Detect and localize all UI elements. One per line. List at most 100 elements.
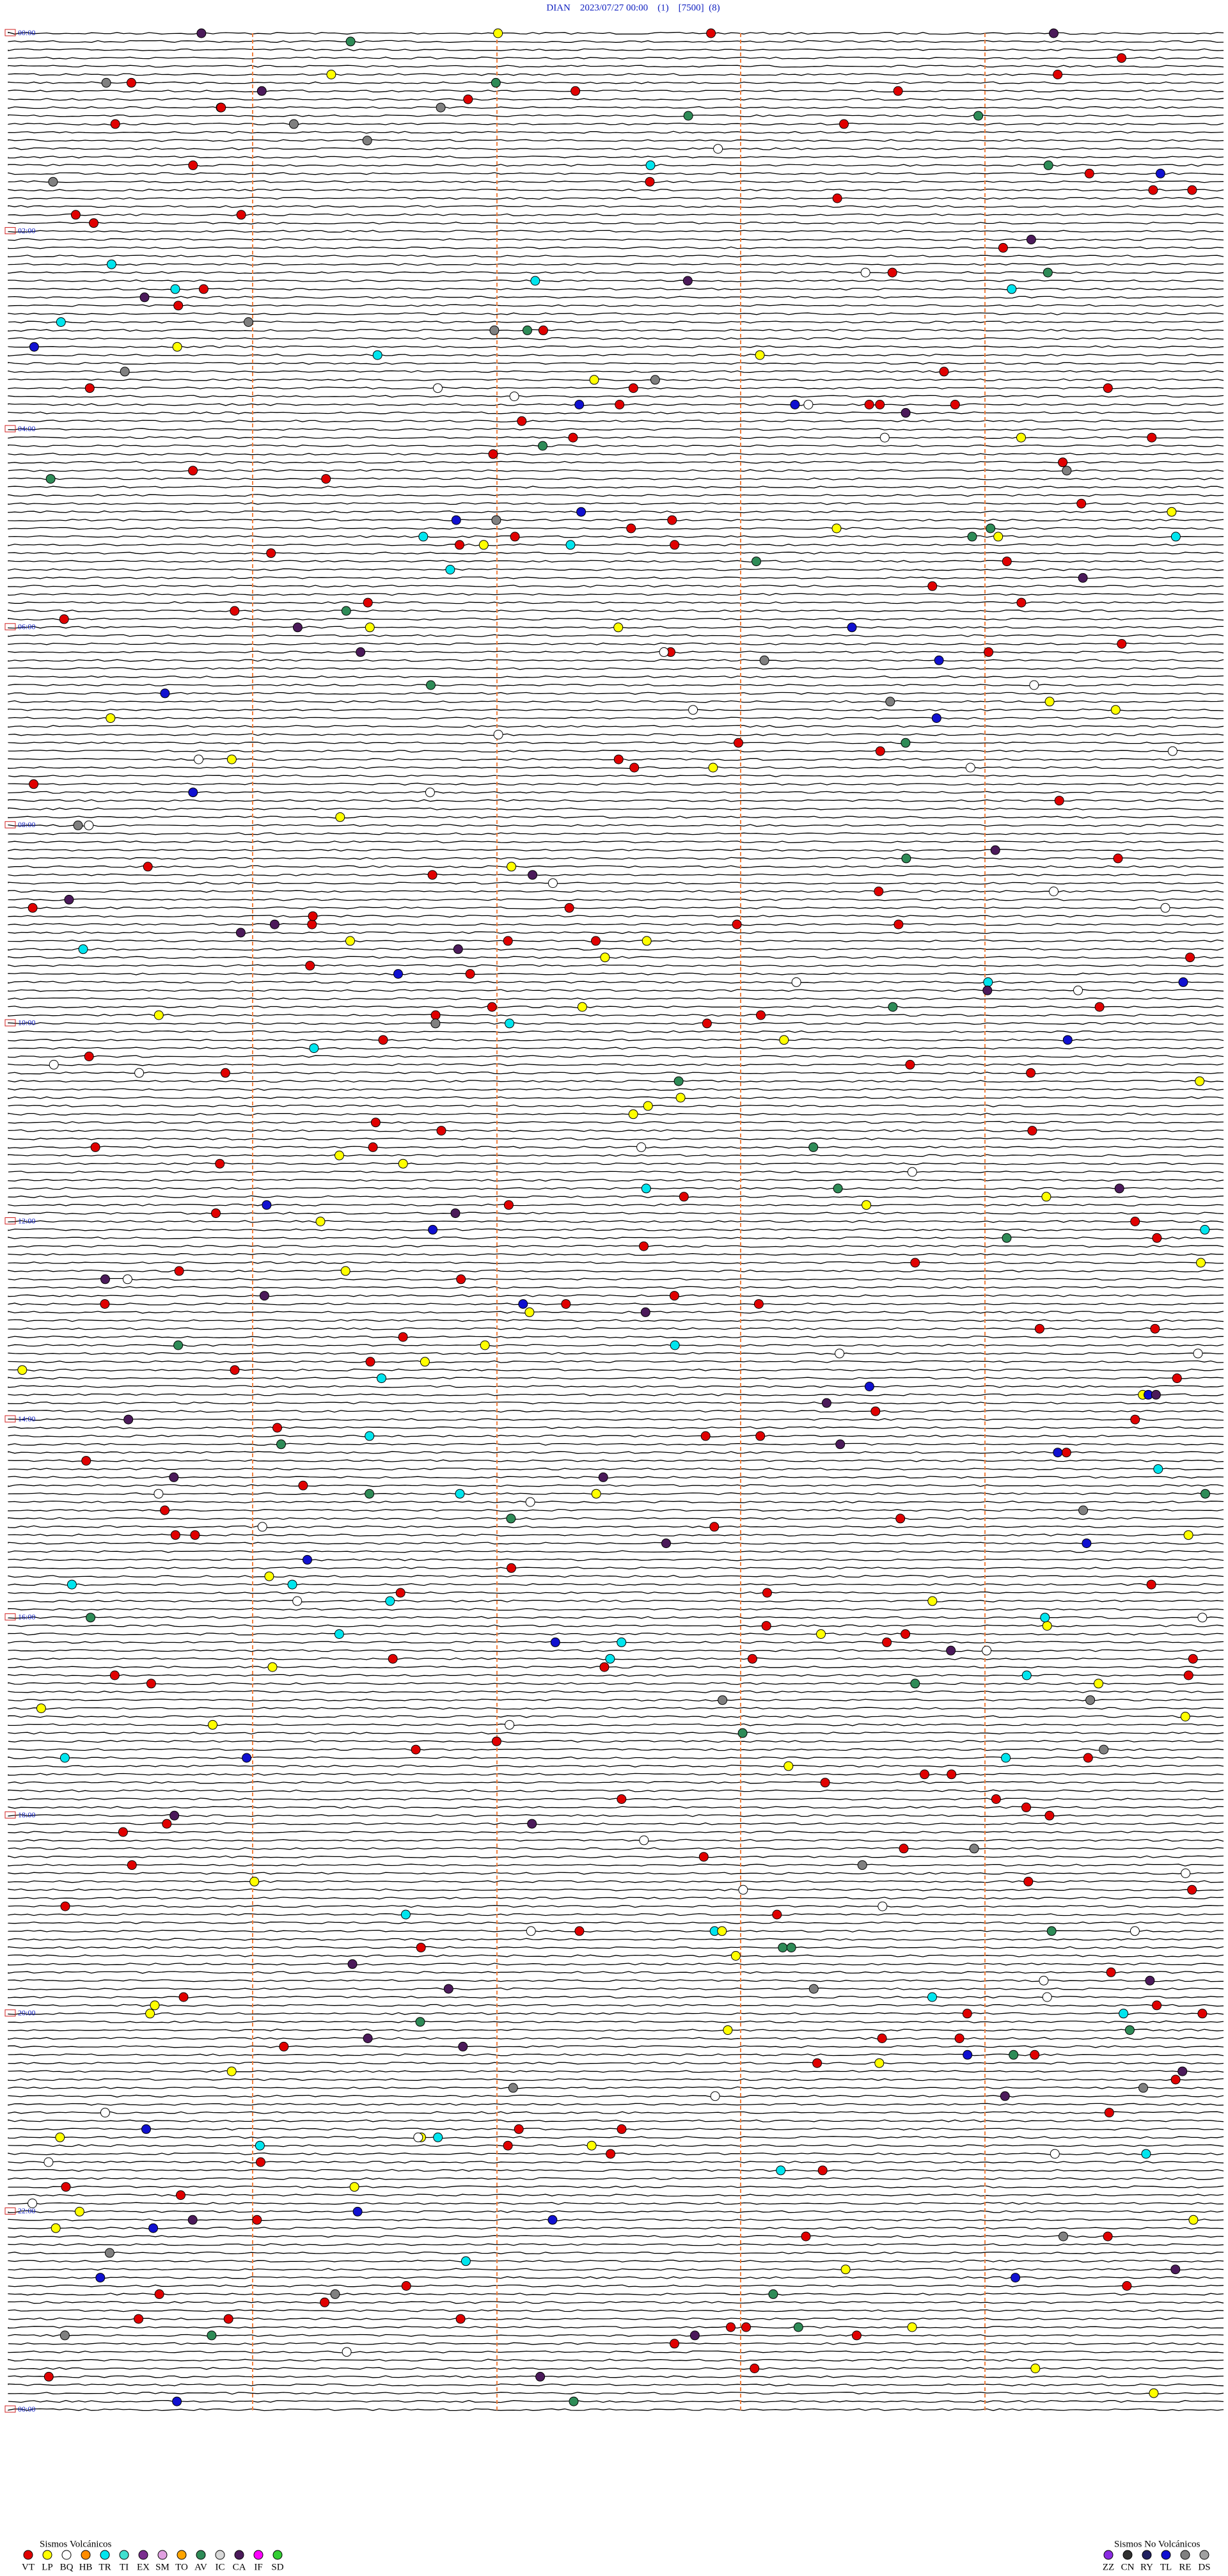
trace	[8, 832, 1224, 835]
event-marker	[480, 1340, 490, 1350]
event-marker	[326, 70, 336, 79]
event-marker	[230, 606, 240, 616]
trace	[8, 931, 1224, 935]
event-marker	[507, 1563, 516, 1573]
event-marker	[1197, 2009, 1208, 2019]
event-marker	[1187, 185, 1197, 195]
trace	[8, 1748, 1224, 1751]
event-marker	[639, 1241, 649, 1251]
event-marker	[120, 367, 130, 377]
event-marker	[1146, 1579, 1156, 1590]
hour-labels: 00:00 02:00 04:00 06:00 08:00 10:00 12:00 14:00…	[4, 28, 35, 2414]
trace	[8, 1286, 1224, 1289]
event-marker	[445, 565, 455, 574]
event-marker	[1023, 1876, 1034, 1886]
event-marker	[413, 2132, 423, 2142]
event-marker	[1170, 532, 1181, 542]
trace	[8, 782, 1224, 786]
trace	[8, 2359, 1224, 2362]
trace	[8, 626, 1224, 629]
event-marker	[172, 2396, 182, 2406]
trace	[8, 1104, 1224, 1108]
event-marker	[967, 532, 977, 542]
legend-code: VT	[22, 2562, 35, 2572]
hour-label: 04:00	[18, 424, 35, 433]
trace	[8, 2367, 1224, 2370]
trace	[8, 1929, 1224, 1932]
trace	[8, 370, 1224, 374]
trace	[8, 2160, 1224, 2164]
event-marker	[870, 1406, 881, 1416]
legend-code: CN	[1121, 2562, 1135, 2572]
event-marker	[455, 540, 464, 550]
trace	[8, 617, 1224, 620]
event-marker	[287, 1579, 297, 1590]
event-marker	[670, 540, 680, 550]
trace	[8, 2086, 1224, 2090]
event-marker	[162, 1819, 172, 1829]
event-marker	[874, 2058, 885, 2068]
event-marker	[1150, 1324, 1160, 1334]
event-marker	[1049, 28, 1059, 38]
trace	[8, 205, 1224, 209]
event-marker	[905, 1059, 915, 1070]
event-marker	[538, 325, 548, 335]
event-marker	[1117, 639, 1127, 649]
trace	[8, 1261, 1224, 1265]
event-marker	[173, 1340, 184, 1350]
event-marker	[81, 1456, 91, 1466]
trace	[8, 320, 1224, 324]
hour-box	[4, 2207, 16, 2215]
event-marker	[591, 936, 601, 946]
event-marker	[308, 911, 318, 921]
event-marker	[786, 1943, 796, 1953]
trace	[8, 73, 1224, 76]
trace	[8, 1121, 1224, 1124]
event-marker	[347, 1959, 358, 1969]
event-marker	[524, 1307, 535, 1317]
trace	[8, 1682, 1224, 1686]
legend-title: Sismos Volcánicos	[40, 2539, 112, 2549]
trace	[8, 1987, 1224, 1991]
trace	[8, 601, 1224, 604]
trace	[8, 2111, 1224, 2114]
trace	[8, 922, 1224, 926]
event-marker	[934, 655, 944, 665]
event-marker	[48, 177, 58, 187]
trace	[8, 1855, 1224, 1858]
event-marker	[706, 28, 716, 38]
legend-code: CA	[233, 2562, 246, 2572]
trace	[8, 1550, 1224, 1553]
event-marker	[465, 969, 475, 979]
event-marker	[89, 218, 98, 228]
event-marker	[1085, 1695, 1096, 1705]
event-markers	[17, 28, 1210, 2406]
trace	[8, 353, 1224, 357]
trace	[8, 915, 1224, 918]
trace	[8, 2037, 1224, 2040]
trace	[8, 1137, 1224, 1141]
trace	[8, 1657, 1224, 1661]
event-marker	[70, 210, 81, 220]
trace	[8, 1863, 1224, 1867]
trace	[8, 246, 1224, 249]
event-marker	[641, 1183, 651, 1194]
event-marker	[920, 1769, 929, 1780]
trace	[8, 2218, 1224, 2222]
trace	[8, 642, 1224, 645]
event-marker	[1043, 267, 1053, 278]
trace	[8, 997, 1224, 1000]
event-marker	[1119, 2009, 1129, 2019]
trace	[8, 1154, 1224, 1157]
event-marker	[1059, 2231, 1068, 2241]
trace	[8, 543, 1224, 546]
event-marker	[901, 1629, 911, 1639]
event-marker	[1053, 70, 1063, 79]
trace	[8, 2251, 1224, 2255]
event-marker	[1034, 1324, 1044, 1334]
event-marker	[667, 515, 677, 525]
event-marker	[59, 2330, 70, 2341]
trace	[8, 2185, 1224, 2188]
event-marker	[1016, 432, 1026, 443]
event-marker	[372, 350, 382, 360]
